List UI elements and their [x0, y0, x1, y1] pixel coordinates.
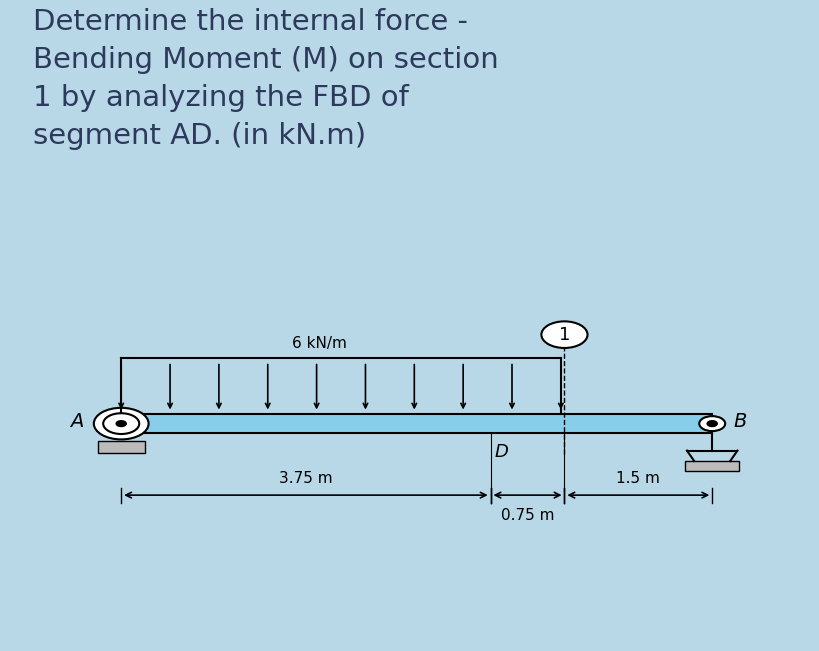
Bar [97, 441, 145, 453]
Text: A: A [70, 412, 83, 431]
Text: 6 kN/m: 6 kN/m [292, 336, 347, 351]
Text: 0.75 m: 0.75 m [500, 508, 554, 523]
Circle shape [707, 421, 717, 426]
Bar [686, 461, 740, 471]
Text: B: B [734, 412, 747, 431]
Text: Determine the internal force -
Bending Moment (M) on section
1 by analyzing the : Determine the internal force - Bending M… [33, 8, 499, 150]
Text: D: D [494, 443, 508, 461]
Bar [121, 415, 713, 433]
Circle shape [541, 322, 587, 348]
Circle shape [94, 408, 148, 439]
Circle shape [699, 416, 725, 431]
Circle shape [103, 413, 139, 434]
Text: 1: 1 [559, 326, 570, 344]
Text: 3.75 m: 3.75 m [279, 471, 333, 486]
Text: 1.5 m: 1.5 m [617, 471, 660, 486]
Circle shape [116, 421, 126, 426]
